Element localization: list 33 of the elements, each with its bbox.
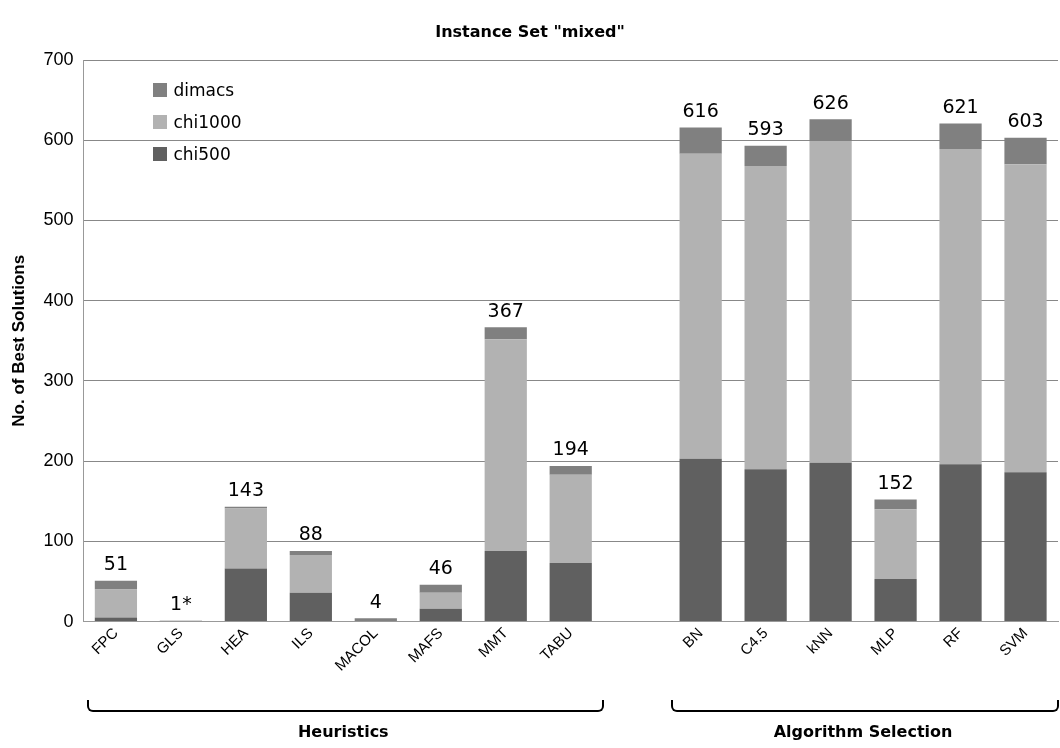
x-tick-label: RF (939, 623, 966, 651)
y-tick-label: 200 (43, 450, 74, 471)
x-tick-label: ILS (287, 623, 316, 652)
total-label: 616 (682, 98, 719, 121)
total-label: 51 (103, 552, 129, 575)
legend-label: chi500 (173, 144, 231, 164)
chart-title: Instance Set "mixed" (434, 22, 626, 41)
total-label: 367 (487, 298, 524, 321)
y-tick-label: 100 (43, 530, 74, 551)
x-tick-label: BN (678, 623, 706, 651)
y-tick-label: 400 (43, 289, 74, 310)
y-tick-label: 0 (63, 610, 74, 631)
total-label: 4 (369, 589, 382, 612)
legend-label: chi1000 (173, 112, 242, 132)
x-tick-label: GLS (152, 623, 186, 658)
total-label: 46 (428, 556, 453, 579)
total-label: 88 (298, 522, 323, 545)
total-label: 143 (227, 478, 264, 501)
total-label: 603 (1007, 109, 1044, 132)
y-tick-label: 500 (43, 209, 74, 230)
text: Algorithm Selection (772, 722, 954, 741)
total-label: 593 (747, 117, 784, 140)
total-label: 626 (812, 90, 849, 113)
y-tick-label: 300 (43, 369, 74, 390)
text: Heuristics (296, 722, 390, 741)
y-tick-label: 600 (43, 129, 74, 150)
total-label: 194 (552, 437, 589, 460)
legend-label: dimacs (173, 80, 235, 100)
total-label: 621 (942, 94, 979, 117)
y-axis-title: No. of Best Solutions (8, 254, 28, 427)
y-tick-label: 700 (43, 48, 74, 69)
total-label: 1* (170, 592, 192, 615)
total-label: 152 (877, 471, 914, 494)
